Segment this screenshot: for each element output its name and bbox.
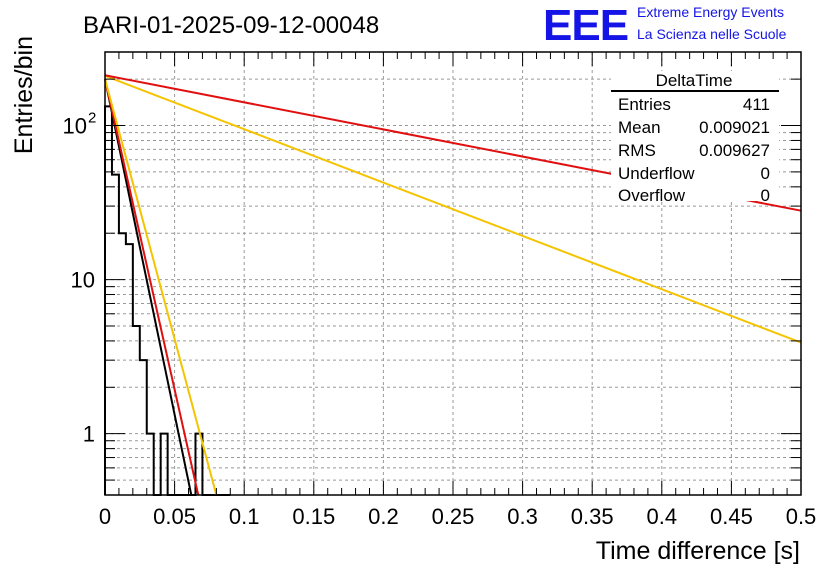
stats-title: DeltaTime — [656, 71, 733, 90]
x-axis-label: Time difference [s] — [596, 537, 800, 565]
stats-underflow-label: Underflow — [618, 164, 695, 183]
chart-title: BARI-01-2025-09-12-00048 — [83, 12, 379, 39]
eee-logo: EEE — [543, 1, 628, 50]
y-tick-label: 1 — [83, 422, 95, 447]
x-tick-label: 0.25 — [432, 504, 475, 529]
x-tick-label: 0.1 — [229, 504, 260, 529]
stats-mean-label: Mean — [618, 118, 661, 137]
x-tick-label: 0.35 — [571, 504, 614, 529]
x-tick-label: 0.15 — [292, 504, 335, 529]
y-tick-exponent: 2 — [88, 110, 96, 127]
org-name-line2: La Scienza nelle Scuole — [637, 26, 787, 42]
org-name-line1: Extreme Energy Events — [637, 4, 784, 20]
stats-rms-value: 0.009627 — [699, 141, 770, 160]
y-tick-label: 10 — [71, 268, 95, 293]
x-tick-label: 0 — [99, 504, 111, 529]
axes: 0 0.05 0.1 0.15 0.2 0.25 0.3 0.35 0.4 0.45 0.5 1 10 1… — [63, 51, 817, 529]
y-axis-label: Entries/bin — [10, 36, 38, 154]
stats-mean-value: 0.009021 — [699, 118, 770, 137]
x-tick-label: 0.05 — [153, 504, 196, 529]
x-tick-label: 0.3 — [507, 504, 538, 529]
fit-red-steep — [104, 78, 200, 496]
stats-rms-label: RMS — [618, 141, 656, 160]
stats-entries-label: Entries — [618, 95, 671, 114]
stats-box: DeltaTime Entries 411 Mean 0.009021 RMS … — [611, 71, 779, 205]
fit-black — [104, 78, 193, 496]
x-tick-label: 0.2 — [368, 504, 399, 529]
stats-entries-value: 411 — [743, 95, 770, 114]
fit-yellow-slow — [104, 74, 802, 344]
fit-yellow-steep — [104, 78, 218, 496]
stats-overflow-value: 0 — [761, 186, 770, 205]
x-tick-label: 0.45 — [710, 504, 753, 529]
stats-underflow-value: 0 — [761, 164, 770, 183]
x-tick-label: 0.5 — [786, 504, 817, 529]
x-tick-label: 0.4 — [647, 504, 678, 529]
y-tick-label: 10 — [63, 114, 87, 139]
stats-overflow-label: Overflow — [618, 186, 686, 205]
